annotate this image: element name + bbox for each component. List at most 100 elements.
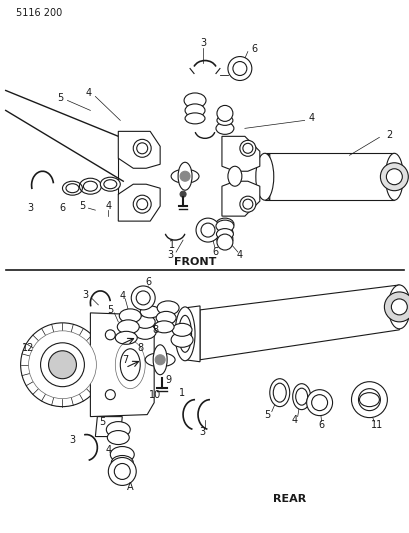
Circle shape xyxy=(227,56,251,80)
Circle shape xyxy=(180,171,190,181)
Polygon shape xyxy=(118,131,160,168)
Circle shape xyxy=(384,292,409,322)
Ellipse shape xyxy=(242,199,252,209)
Ellipse shape xyxy=(136,143,147,154)
Text: 9: 9 xyxy=(165,375,171,385)
Ellipse shape xyxy=(117,320,139,334)
Text: 11: 11 xyxy=(371,419,382,430)
Ellipse shape xyxy=(184,93,205,108)
Text: 5116 200: 5116 200 xyxy=(16,7,62,18)
Ellipse shape xyxy=(384,154,402,200)
Circle shape xyxy=(136,291,150,305)
Polygon shape xyxy=(257,154,269,200)
Ellipse shape xyxy=(115,341,145,389)
Text: 6: 6 xyxy=(145,277,151,287)
Circle shape xyxy=(29,331,96,399)
Text: 6: 6 xyxy=(59,203,65,213)
Circle shape xyxy=(155,355,165,365)
Ellipse shape xyxy=(216,229,233,239)
Text: 8: 8 xyxy=(137,343,143,353)
Text: A: A xyxy=(127,482,133,492)
Ellipse shape xyxy=(120,349,140,381)
Circle shape xyxy=(385,169,401,185)
Text: 12: 12 xyxy=(22,343,35,353)
Text: 2: 2 xyxy=(385,131,391,140)
Ellipse shape xyxy=(273,383,285,402)
Text: 10: 10 xyxy=(149,390,161,400)
Circle shape xyxy=(20,323,104,407)
Text: 7: 7 xyxy=(122,355,128,365)
Text: 1: 1 xyxy=(179,387,185,398)
Circle shape xyxy=(180,191,186,197)
Text: 3: 3 xyxy=(200,38,206,47)
Ellipse shape xyxy=(239,140,255,156)
Text: 6: 6 xyxy=(211,247,218,257)
Circle shape xyxy=(380,163,407,191)
Ellipse shape xyxy=(153,345,167,375)
Polygon shape xyxy=(200,285,398,360)
Text: FRONT: FRONT xyxy=(173,257,216,267)
Ellipse shape xyxy=(184,104,204,117)
Ellipse shape xyxy=(106,422,130,438)
Circle shape xyxy=(351,382,387,417)
Text: 1: 1 xyxy=(169,240,175,250)
Ellipse shape xyxy=(171,169,198,183)
Text: 3: 3 xyxy=(27,203,34,213)
Text: 5: 5 xyxy=(99,417,105,426)
Text: 5: 5 xyxy=(79,201,85,211)
Ellipse shape xyxy=(216,220,233,232)
Circle shape xyxy=(216,231,232,247)
Ellipse shape xyxy=(239,196,255,212)
Polygon shape xyxy=(184,306,200,362)
Ellipse shape xyxy=(103,180,117,189)
Text: 4: 4 xyxy=(119,291,125,301)
Ellipse shape xyxy=(359,393,378,407)
Circle shape xyxy=(357,389,380,410)
Ellipse shape xyxy=(110,447,134,463)
Ellipse shape xyxy=(140,306,160,318)
Ellipse shape xyxy=(115,332,137,344)
Text: 5: 5 xyxy=(107,305,113,315)
Polygon shape xyxy=(221,181,259,216)
Circle shape xyxy=(131,286,155,310)
Ellipse shape xyxy=(242,143,252,154)
Circle shape xyxy=(200,223,214,237)
Circle shape xyxy=(232,61,246,76)
Ellipse shape xyxy=(227,166,241,186)
Circle shape xyxy=(311,394,327,410)
Ellipse shape xyxy=(216,227,232,237)
Circle shape xyxy=(391,299,406,315)
Ellipse shape xyxy=(295,388,307,405)
Ellipse shape xyxy=(136,199,147,209)
Text: 6: 6 xyxy=(318,419,324,430)
Circle shape xyxy=(48,351,76,379)
Text: 4: 4 xyxy=(85,88,91,99)
Text: 6: 6 xyxy=(251,44,257,54)
Text: 4: 4 xyxy=(291,415,297,425)
Circle shape xyxy=(216,106,232,122)
Polygon shape xyxy=(90,313,154,417)
Text: 3: 3 xyxy=(198,426,204,437)
Circle shape xyxy=(108,457,136,486)
Text: 3: 3 xyxy=(166,250,173,260)
Ellipse shape xyxy=(154,321,174,333)
Text: 4: 4 xyxy=(105,201,111,211)
Ellipse shape xyxy=(216,123,233,134)
Ellipse shape xyxy=(172,324,191,336)
Ellipse shape xyxy=(178,162,191,190)
Ellipse shape xyxy=(292,384,310,410)
Text: 8: 8 xyxy=(152,325,158,335)
Ellipse shape xyxy=(178,316,191,352)
Circle shape xyxy=(114,464,130,480)
Ellipse shape xyxy=(157,301,179,315)
Ellipse shape xyxy=(134,325,156,340)
Ellipse shape xyxy=(387,285,409,329)
Polygon shape xyxy=(118,184,160,221)
Polygon shape xyxy=(264,154,393,200)
Text: 3: 3 xyxy=(69,434,75,445)
Circle shape xyxy=(40,343,84,386)
Ellipse shape xyxy=(255,154,273,200)
Circle shape xyxy=(196,218,219,242)
Ellipse shape xyxy=(133,139,151,157)
Text: 5: 5 xyxy=(57,93,63,103)
